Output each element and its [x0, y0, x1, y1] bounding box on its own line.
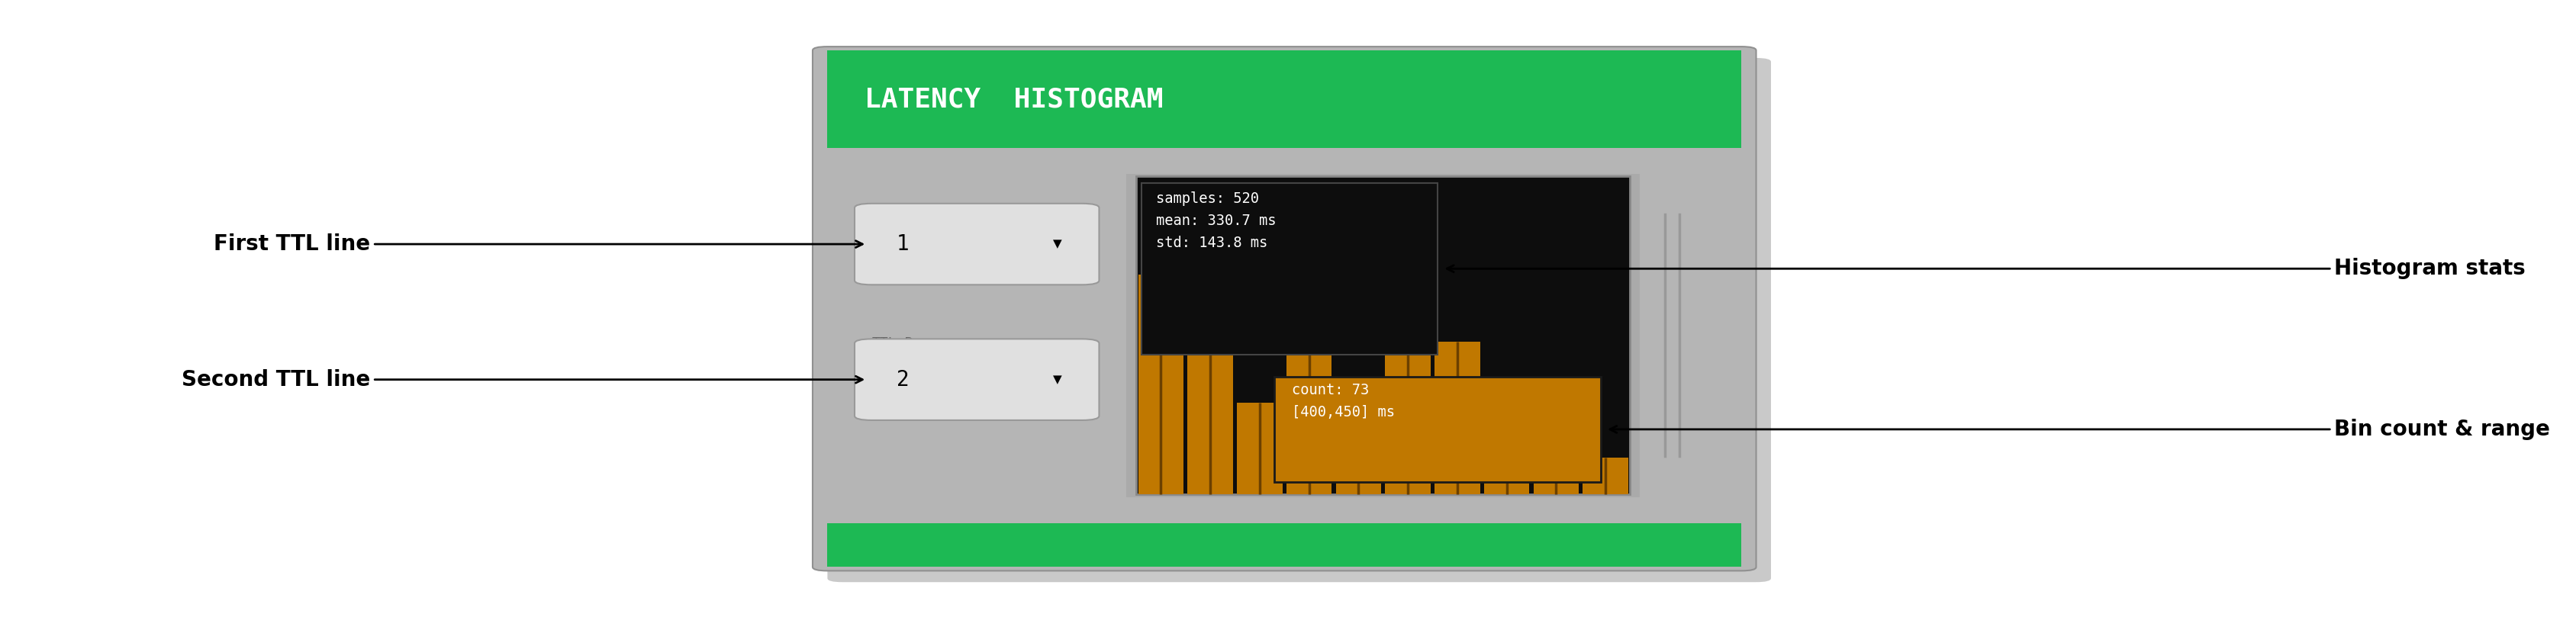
- Bar: [1435, 342, 1481, 495]
- Text: count: 73
[400,450] ms: count: 73 [400,450] ms: [1291, 383, 1394, 420]
- FancyBboxPatch shape: [855, 203, 1100, 285]
- FancyBboxPatch shape: [855, 339, 1100, 420]
- Bar: [1188, 204, 1234, 495]
- Text: ▼: ▼: [1054, 238, 1061, 250]
- Text: Second TTL line: Second TTL line: [183, 369, 863, 390]
- Text: LATENCY  HISTOGRAM: LATENCY HISTOGRAM: [866, 86, 1164, 112]
- Text: TTL_A: TTL_A: [871, 207, 914, 221]
- Bar: [1126, 174, 1641, 497]
- Bar: [1136, 176, 1631, 495]
- Text: Bin count & range: Bin count & range: [1610, 419, 2550, 440]
- Text: Histogram stats: Histogram stats: [1448, 258, 2524, 279]
- FancyBboxPatch shape: [827, 58, 1770, 582]
- Text: 2: 2: [896, 369, 909, 390]
- Bar: [1236, 403, 1283, 495]
- Bar: [1337, 449, 1381, 495]
- Bar: [827, 523, 1741, 567]
- Bar: [827, 50, 1741, 148]
- Bar: [1275, 377, 1600, 482]
- Bar: [1141, 183, 1437, 355]
- Text: samples: 520
mean: 330.7 ms
std: 143.8 ms: samples: 520 mean: 330.7 ms std: 143.8 m…: [1157, 192, 1275, 250]
- FancyBboxPatch shape: [811, 47, 1757, 571]
- Bar: [1582, 458, 1628, 495]
- Bar: [1533, 427, 1579, 495]
- Bar: [1285, 189, 1332, 495]
- Bar: [1139, 275, 1182, 495]
- Text: TTL_B: TTL_B: [871, 336, 914, 350]
- Bar: [1386, 311, 1430, 495]
- Text: ▼: ▼: [1054, 374, 1061, 386]
- Text: First TTL line: First TTL line: [214, 234, 863, 255]
- Text: 1: 1: [896, 234, 909, 255]
- Bar: [1484, 379, 1530, 495]
